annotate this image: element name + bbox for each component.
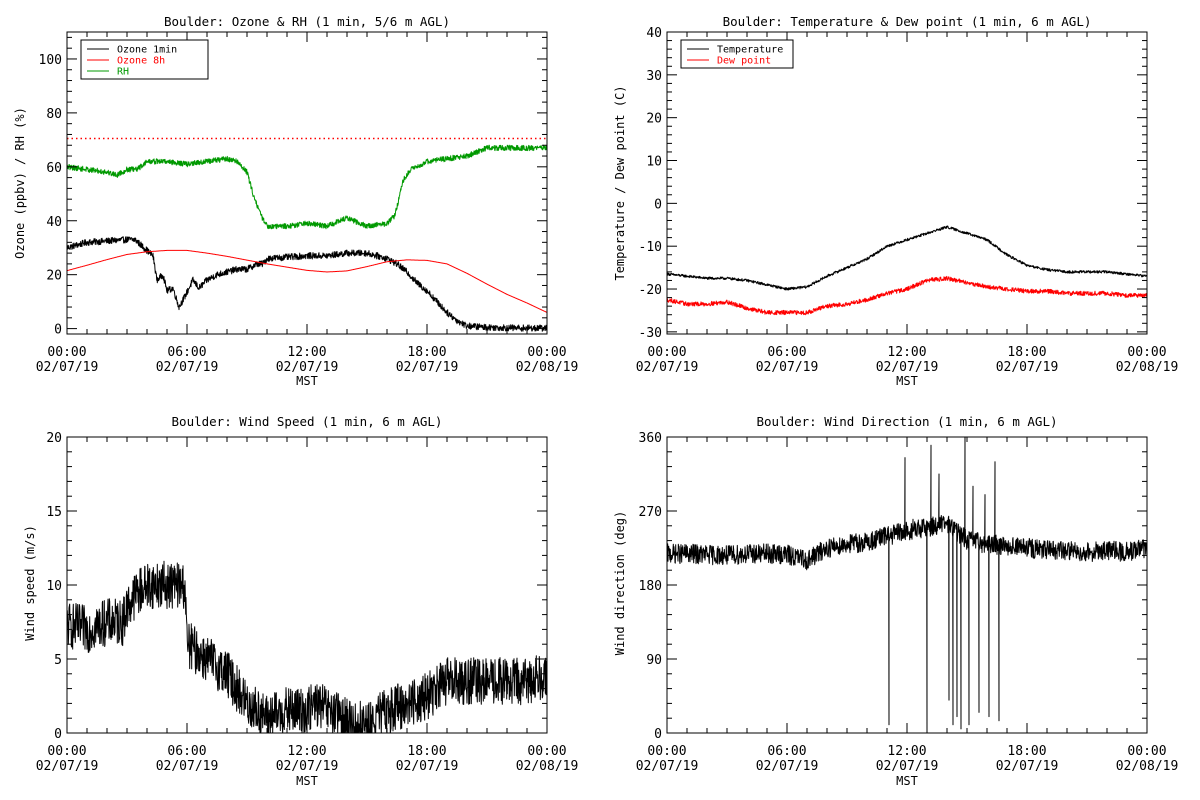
x-tick-date-label: 02/07/19	[636, 759, 699, 774]
x-tick-date-label: 02/07/19	[156, 759, 219, 774]
x-tick-date-label: 02/07/19	[396, 360, 459, 375]
x-tick-time-label: 18:00	[1007, 345, 1046, 360]
series-line-temperature	[667, 225, 1147, 291]
panel-title: Boulder: Wind Direction (1 min, 6 m AGL)	[756, 414, 1057, 429]
x-tick-time-label: 18:00	[407, 345, 446, 360]
legend-box	[680, 39, 794, 69]
x-tick-time-label: 06:00	[167, 345, 206, 360]
x-tick-time-label: 06:00	[767, 345, 806, 360]
x-tick-date-label: 02/07/19	[156, 360, 219, 375]
x-tick-time-label: 12:00	[287, 744, 326, 759]
x-tick-time-label: 00:00	[527, 345, 566, 360]
series-line-dew-point	[667, 275, 1147, 316]
series-line-ozone-8h	[67, 249, 547, 313]
y-tick-label: 5	[54, 653, 62, 668]
x-axis-label: MST	[296, 774, 318, 788]
y-tick-label: 100	[39, 53, 62, 68]
x-tick-date-label: 02/07/19	[36, 759, 99, 774]
y-tick-label: -30	[639, 326, 662, 341]
legend-label: Ozone 8h	[117, 56, 165, 67]
y-tick-label: 10	[46, 579, 62, 594]
x-tick-date-label: 02/07/19	[756, 759, 819, 774]
y-axis-label: Temperature / Dew point (C)	[613, 85, 627, 280]
x-axis-label: MST	[296, 374, 318, 388]
y-tick-label: -10	[639, 240, 662, 255]
y-tick-label: 15	[46, 505, 62, 520]
legend-label: RH	[117, 67, 129, 78]
y-tick-label: 20	[46, 269, 62, 284]
x-tick-date-label: 02/07/19	[276, 360, 339, 375]
x-tick-time-label: 06:00	[767, 744, 806, 759]
panel-title: Boulder: Temperature & Dew point (1 min,…	[723, 14, 1092, 29]
y-tick-label: 60	[46, 161, 62, 176]
x-tick-date-label: 02/07/19	[396, 759, 459, 774]
panel-title: Boulder: Wind Speed (1 min, 6 m AGL)	[172, 414, 443, 429]
x-tick-time-label: 00:00	[47, 744, 86, 759]
legend-label: Dew point	[717, 56, 771, 67]
plot-area	[667, 225, 1147, 316]
x-tick-date-label: 02/07/19	[876, 360, 939, 375]
x-tick-time-label: 18:00	[1007, 744, 1046, 759]
x-tick-time-label: 12:00	[887, 744, 926, 759]
x-tick-date-label: 02/08/19	[516, 759, 579, 774]
wind-direction-panel: Boulder: Wind Direction (1 min, 6 m AGL)…	[613, 414, 1178, 788]
x-tick-date-label: 02/07/19	[996, 360, 1059, 375]
series-line-data	[67, 560, 547, 733]
x-tick-time-label: 12:00	[287, 345, 326, 360]
x-tick-date-label: 02/08/19	[516, 360, 579, 375]
x-tick-time-label: 00:00	[47, 345, 86, 360]
ozone-rh-panel: Boulder: Ozone & RH (1 min, 5/6 m AGL) O…	[13, 14, 578, 388]
y-tick-label: 20	[646, 112, 662, 127]
legend-label: Temperature	[717, 45, 783, 56]
series-line-ozone-1min	[67, 236, 547, 332]
y-tick-label: 0	[54, 727, 62, 742]
y-tick-label: 30	[646, 69, 662, 84]
x-tick-time-label: 00:00	[1127, 345, 1166, 360]
x-tick-date-label: 02/08/19	[1116, 759, 1179, 774]
x-tick-time-label: 18:00	[407, 744, 446, 759]
y-tick-label: 0	[654, 197, 662, 212]
y-tick-label: 0	[654, 727, 662, 742]
x-tick-time-label: 06:00	[167, 744, 206, 759]
y-tick-label: 360	[639, 431, 662, 446]
y-axis-label: Wind direction (deg)	[613, 511, 627, 656]
temperature-dewpoint-panel: Boulder: Temperature & Dew point (1 min,…	[613, 14, 1178, 388]
legend-label: Ozone 1min	[117, 45, 177, 56]
plot-area	[667, 437, 1147, 730]
y-tick-label: 40	[46, 215, 62, 230]
y-tick-label: 40	[646, 26, 662, 41]
panel-title: Boulder: Ozone & RH (1 min, 5/6 m AGL)	[164, 14, 450, 29]
series-line-data	[667, 437, 1147, 730]
x-tick-time-label: 12:00	[887, 345, 926, 360]
x-tick-time-label: 00:00	[527, 744, 566, 759]
wind-speed-panel: Boulder: Wind Speed (1 min, 6 m AGL) Win…	[23, 414, 578, 788]
y-tick-label: 80	[46, 107, 62, 122]
x-axis-label: MST	[896, 374, 918, 388]
x-axis-label: MST	[896, 774, 918, 788]
y-tick-label: 20	[46, 431, 62, 446]
y-axis-label: Ozone (ppbv) / RH (%)	[13, 107, 27, 259]
x-tick-date-label: 02/08/19	[1116, 360, 1179, 375]
series-line-rh	[67, 144, 547, 230]
x-tick-date-label: 02/07/19	[36, 360, 99, 375]
x-tick-date-label: 02/07/19	[876, 759, 939, 774]
y-tick-label: 270	[639, 505, 662, 520]
plot-area	[67, 137, 547, 332]
y-tick-label: 0	[54, 323, 62, 338]
x-tick-time-label: 00:00	[1127, 744, 1166, 759]
x-tick-date-label: 02/07/19	[756, 360, 819, 375]
x-tick-time-label: 00:00	[647, 345, 686, 360]
x-tick-time-label: 00:00	[647, 744, 686, 759]
y-axis-label: Wind speed (m/s)	[23, 525, 37, 641]
y-tick-label: 10	[646, 155, 662, 170]
y-tick-label: -20	[639, 283, 662, 298]
x-tick-date-label: 02/07/19	[996, 759, 1059, 774]
x-tick-date-label: 02/07/19	[276, 759, 339, 774]
y-tick-label: 180	[639, 579, 662, 594]
x-tick-date-label: 02/07/19	[636, 360, 699, 375]
plot-area	[67, 560, 547, 733]
y-tick-label: 90	[646, 653, 662, 668]
